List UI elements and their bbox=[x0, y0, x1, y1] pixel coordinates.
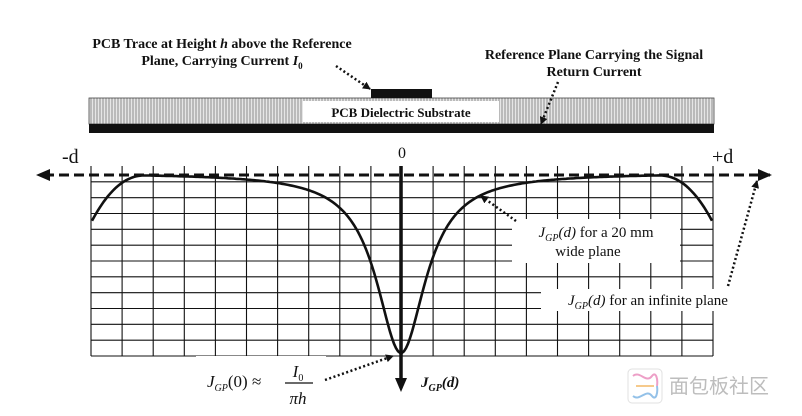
pcb-trace bbox=[371, 89, 432, 98]
yaxis-label: JGP(d) bbox=[420, 375, 459, 394]
ref-plane-pointer-arrow bbox=[539, 81, 560, 125]
curve-infinite-pointer bbox=[726, 180, 759, 287]
axis-label-center: 0 bbox=[398, 145, 406, 162]
axis-label-left: -d bbox=[62, 146, 79, 168]
curve-infinite-label: JGP(d) for an infinite plane bbox=[568, 293, 728, 312]
trace-label-line2: Plane, Carrying Current I0 bbox=[141, 54, 303, 71]
curve-infinite-label-box bbox=[541, 289, 755, 311]
curve-20mm-label-line2: wide plane bbox=[555, 244, 621, 260]
formula-lhs: JGP(0) ≈ bbox=[207, 372, 261, 394]
reference-plane bbox=[89, 124, 714, 133]
axis-left-arrowhead bbox=[36, 169, 50, 181]
watermark-logo bbox=[627, 368, 663, 404]
substrate-label-box bbox=[303, 101, 499, 122]
current-density-axis-arrowhead bbox=[395, 378, 407, 392]
substrate-label: PCB Dielectric Substrate bbox=[331, 105, 471, 120]
trace-pointer-arrow bbox=[335, 64, 371, 91]
axis-label-right: +d bbox=[712, 146, 733, 168]
trace-label-line1: PCB Trace at Height h above the Referenc… bbox=[92, 37, 351, 52]
curve-20mm-pointer bbox=[480, 194, 517, 223]
watermark-text: 面包板社区 bbox=[669, 374, 769, 398]
formula-denominator: πh bbox=[289, 389, 306, 408]
curve-20mm-label-box bbox=[512, 219, 680, 263]
ref-plane-label-line1: Reference Plane Carrying the Signal bbox=[485, 48, 703, 63]
formula-pointer bbox=[324, 354, 394, 382]
formula-numerator: I0 bbox=[292, 362, 304, 384]
ref-plane-label-line2: Return Current bbox=[546, 65, 641, 80]
axis-right-arrowhead bbox=[758, 169, 772, 181]
curve-20mm-label-line1: JGP(d) for a 20 mm bbox=[539, 225, 654, 244]
